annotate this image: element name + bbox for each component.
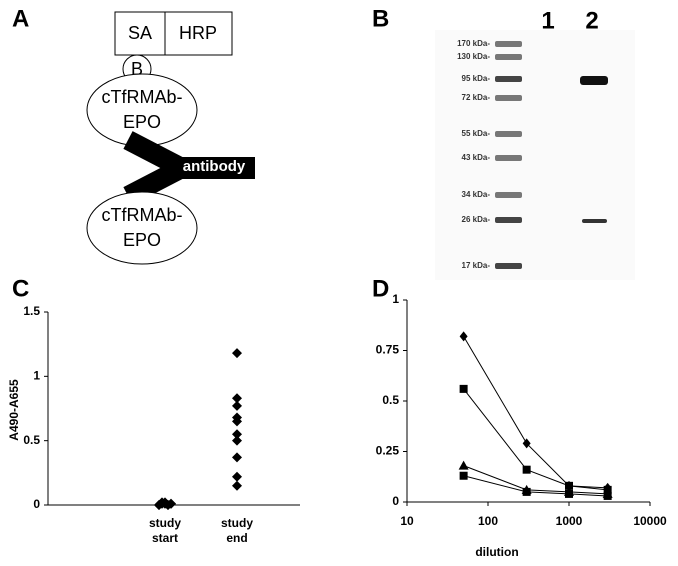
gel	[435, 30, 635, 280]
point	[232, 400, 242, 411]
sample-band	[582, 219, 607, 223]
ladder-band	[495, 95, 522, 101]
ladder-band	[495, 41, 522, 47]
point	[232, 471, 242, 482]
ladder-band	[495, 76, 522, 82]
lane-label: 1	[541, 7, 554, 34]
point	[565, 489, 573, 498]
y-tick-label: 0.5	[23, 433, 40, 447]
marker-label: 72 kDa-	[462, 93, 491, 102]
x-tick-label: study	[221, 516, 253, 530]
point	[603, 491, 612, 500]
point	[232, 429, 242, 440]
antibody-label: antibody	[183, 158, 246, 175]
ladder-band	[495, 192, 522, 198]
point	[166, 498, 176, 509]
point	[232, 393, 242, 404]
protein-ellipse	[86, 73, 198, 147]
hrp-box	[164, 11, 233, 56]
ladder-band	[495, 217, 522, 223]
sample-band	[580, 76, 608, 85]
box-label: HRP	[179, 23, 217, 43]
ladder-band	[495, 263, 522, 269]
x-tick-label: 10000	[633, 514, 667, 528]
protein-label: cTfRMAb-	[102, 87, 183, 107]
marker-label: 17 kDa-	[462, 261, 491, 270]
ladder-band	[495, 131, 522, 137]
marker-label: 130 kDa-	[457, 52, 490, 61]
marker-label: 55 kDa-	[462, 129, 491, 138]
panel-label: B	[372, 5, 389, 32]
x-tick-label: start	[152, 531, 178, 545]
point	[565, 481, 573, 490]
panel-label: D	[372, 275, 389, 302]
panel-label: A	[12, 5, 29, 32]
antibody-arm	[123, 159, 187, 205]
point	[232, 348, 242, 359]
series-line	[463, 388, 608, 491]
x-tick-label: 100	[478, 514, 498, 528]
y-tick-label: 0.75	[376, 343, 400, 357]
y-tick-label: 0	[33, 497, 40, 511]
series-line	[463, 475, 608, 497]
x-axis-label: dilution	[475, 545, 518, 559]
ladder-band	[495, 54, 522, 60]
marker-label: 170 kDa-	[457, 39, 490, 48]
x-tick-label: end	[226, 531, 247, 545]
series-line	[463, 465, 608, 495]
lane-label: 2	[585, 7, 598, 34]
series-line	[463, 336, 608, 489]
panel-label: C	[12, 275, 29, 302]
y-tick-label: 0	[392, 494, 399, 508]
y-axis-label: A490-A655	[7, 379, 21, 441]
point	[232, 480, 242, 491]
y-tick-label: 1	[33, 369, 40, 383]
ladder-band	[495, 155, 522, 161]
point	[522, 438, 531, 449]
protein-label: cTfRMAb-	[102, 205, 183, 225]
point	[522, 465, 531, 474]
point	[232, 452, 242, 463]
box-label: SA	[128, 23, 152, 43]
x-tick-label: 10	[400, 514, 414, 528]
marker-label: 95 kDa-	[462, 74, 491, 83]
marker-label: 26 kDa-	[462, 215, 491, 224]
y-tick-label: 1.5	[23, 304, 40, 318]
point	[232, 416, 242, 427]
y-tick-label: 0.5	[382, 393, 399, 407]
marker-label: 43 kDa-	[462, 153, 491, 162]
y-tick-label: 1	[392, 292, 399, 306]
x-tick-label: study	[149, 516, 181, 530]
point	[458, 460, 469, 470]
protein-label: EPO	[123, 112, 161, 132]
antibody-stem	[178, 157, 255, 179]
point	[459, 331, 468, 342]
point	[232, 435, 242, 446]
x-tick-label: 1000	[556, 514, 583, 528]
y-tick-label: 0.25	[376, 444, 400, 458]
point	[522, 487, 531, 496]
marker-label: 34 kDa-	[462, 190, 491, 199]
point	[459, 384, 468, 393]
point	[459, 471, 468, 480]
protein-label: EPO	[123, 230, 161, 250]
protein-ellipse	[86, 191, 198, 265]
